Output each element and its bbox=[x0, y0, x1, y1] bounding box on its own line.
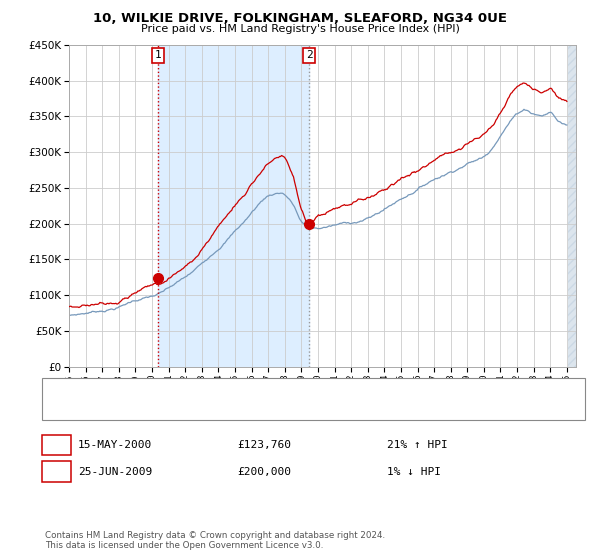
Text: 15-MAY-2000: 15-MAY-2000 bbox=[78, 440, 152, 450]
Text: Contains HM Land Registry data © Crown copyright and database right 2024.
This d: Contains HM Land Registry data © Crown c… bbox=[45, 530, 385, 550]
Text: HPI: Average price, detached house, South Kesteven: HPI: Average price, detached house, Sout… bbox=[88, 404, 362, 414]
Text: 10, WILKIE DRIVE, FOLKINGHAM, SLEAFORD, NG34 0UE (detached house): 10, WILKIE DRIVE, FOLKINGHAM, SLEAFORD, … bbox=[88, 386, 470, 396]
Text: 1% ↓ HPI: 1% ↓ HPI bbox=[387, 466, 441, 477]
Text: £123,760: £123,760 bbox=[237, 440, 291, 450]
Text: 1: 1 bbox=[53, 440, 60, 450]
Bar bbox=[158, 45, 310, 367]
Text: 21% ↑ HPI: 21% ↑ HPI bbox=[387, 440, 448, 450]
Text: 25-JUN-2009: 25-JUN-2009 bbox=[78, 466, 152, 477]
Text: Price paid vs. HM Land Registry's House Price Index (HPI): Price paid vs. HM Land Registry's House … bbox=[140, 24, 460, 34]
Text: 2: 2 bbox=[306, 50, 313, 60]
Text: 2: 2 bbox=[53, 466, 60, 477]
Text: 1: 1 bbox=[155, 50, 161, 60]
Text: 10, WILKIE DRIVE, FOLKINGHAM, SLEAFORD, NG34 0UE: 10, WILKIE DRIVE, FOLKINGHAM, SLEAFORD, … bbox=[93, 12, 507, 25]
Bar bbox=[568, 45, 576, 367]
Text: £200,000: £200,000 bbox=[237, 466, 291, 477]
